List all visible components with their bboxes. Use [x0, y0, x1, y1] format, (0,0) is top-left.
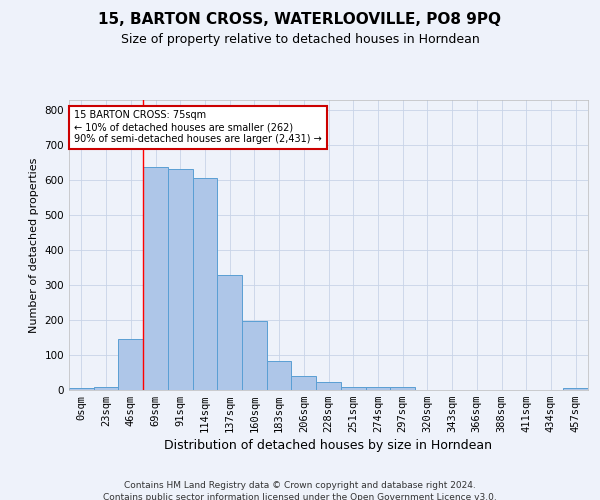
- Bar: [242, 321, 267, 390]
- Bar: [168, 169, 193, 390]
- Text: Contains public sector information licensed under the Open Government Licence v3: Contains public sector information licen…: [103, 492, 497, 500]
- Bar: [341, 386, 365, 390]
- Bar: [292, 376, 316, 390]
- Bar: [365, 386, 390, 390]
- Text: Contains HM Land Registry data © Crown copyright and database right 2024.: Contains HM Land Registry data © Crown c…: [124, 481, 476, 490]
- Text: 15, BARTON CROSS, WATERLOOVILLE, PO8 9PQ: 15, BARTON CROSS, WATERLOOVILLE, PO8 9PQ: [98, 12, 502, 28]
- Bar: [193, 178, 217, 390]
- Y-axis label: Number of detached properties: Number of detached properties: [29, 158, 39, 332]
- Text: Size of property relative to detached houses in Horndean: Size of property relative to detached ho…: [121, 32, 479, 46]
- Bar: [69, 388, 94, 390]
- X-axis label: Distribution of detached houses by size in Horndean: Distribution of detached houses by size …: [164, 440, 493, 452]
- Bar: [118, 340, 143, 390]
- Bar: [316, 382, 341, 390]
- Bar: [94, 386, 118, 390]
- Bar: [563, 388, 588, 390]
- Text: 15 BARTON CROSS: 75sqm
← 10% of detached houses are smaller (262)
90% of semi-de: 15 BARTON CROSS: 75sqm ← 10% of detached…: [74, 110, 322, 144]
- Bar: [390, 386, 415, 390]
- Bar: [267, 360, 292, 390]
- Bar: [217, 274, 242, 390]
- Bar: [143, 167, 168, 390]
